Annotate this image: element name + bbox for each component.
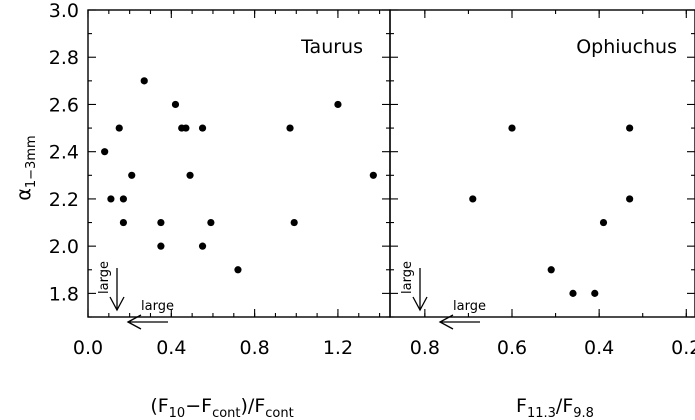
taurus-data-point bbox=[186, 171, 194, 179]
ophiuchus-data-point bbox=[626, 195, 634, 203]
taurus-x-tick-label: 1.2 bbox=[323, 337, 353, 359]
ophiuchus-data-point bbox=[626, 124, 634, 132]
ophiuchus-data-point bbox=[469, 195, 477, 203]
ophiuchus-x-tick-label: 0.6 bbox=[497, 337, 527, 359]
taurus-data-point bbox=[334, 100, 342, 109]
x-axis-title-ophiuchus: F11.3/F9.8 bbox=[516, 395, 594, 420]
taurus-data-point bbox=[290, 218, 298, 227]
ophiuchus-data-point bbox=[569, 289, 577, 297]
taurus-annotation-horizontal-label: large bbox=[141, 299, 174, 314]
taurus-data-point bbox=[171, 100, 180, 109]
taurus-data-point bbox=[157, 218, 165, 227]
panel-ophiuchus-title: Ophiuchus bbox=[576, 36, 677, 58]
ophiuchus-arrow-left-head bbox=[438, 314, 454, 330]
x-axis-title-taurus: (F10−Fcont)/Fcont bbox=[150, 395, 293, 420]
y-tick-label: 2.0 bbox=[49, 236, 79, 258]
taurus-data-point bbox=[119, 195, 128, 203]
taurus-data-point bbox=[198, 242, 207, 250]
panel-taurus-ticks: 0.0 0.4 0.8 1.2 1.8 2.0 2.2 2.4 2.6 2.8 3.0 bbox=[49, 0, 390, 359]
ophiuchus-data-point bbox=[591, 289, 599, 297]
taurus-x-tick-label: 0.0 bbox=[73, 337, 103, 359]
panel-ophiuchus-ticks: 0.8 0.6 0.4 0.2 bbox=[390, 9, 695, 359]
ophiuchus-annotation-vertical-label: large bbox=[400, 261, 415, 294]
ophiuchus-annotation-horizontal: large bbox=[438, 299, 486, 330]
taurus-arrow-down-head bbox=[109, 296, 125, 312]
ophiuchus-annotation-horizontal-label: large bbox=[453, 299, 486, 314]
ophiuchus-x-tick-label: 0.4 bbox=[584, 337, 614, 359]
taurus-data-point bbox=[234, 266, 242, 274]
taurus-annotation-vertical: large bbox=[97, 261, 125, 312]
taurus-data-point bbox=[369, 171, 377, 179]
taurus-data-point bbox=[119, 218, 128, 227]
taurus-data-point bbox=[128, 171, 136, 179]
ophiuchus-x-tick-label: 0.2 bbox=[671, 337, 695, 359]
taurus-data-point bbox=[157, 242, 165, 250]
y-axis-title: α1−3mm bbox=[13, 135, 39, 200]
taurus-data-point bbox=[198, 124, 207, 132]
panel-ophiuchus-points bbox=[469, 124, 634, 297]
taurus-data-point bbox=[182, 124, 190, 132]
taurus-data-point bbox=[101, 148, 109, 156]
ophiuchus-data-point bbox=[599, 218, 608, 227]
taurus-annotation-vertical-label: large bbox=[97, 261, 112, 294]
panel-taurus: Taurus 0.0 0.4 0.8 1.2 1.8 2.0 2.2 2.4 2.6 2.8 3.0… bbox=[49, 0, 391, 359]
ophiuchus-annotation-vertical: large bbox=[400, 261, 428, 312]
taurus-x-tick-label: 0.8 bbox=[240, 337, 270, 359]
y-tick-label: 3.0 bbox=[49, 0, 79, 22]
panel-ophiuchus-frame bbox=[389, 9, 695, 318]
y-axis-title-greek: α bbox=[13, 188, 35, 201]
y-axis-title-sub: 1−3mm bbox=[24, 135, 39, 188]
taurus-data-point bbox=[140, 77, 148, 85]
y-tick-label: 2.8 bbox=[49, 47, 79, 69]
panel-ophiuchus: Ophiuchus 0.8 0.6 0.4 0.2 large large bbox=[389, 9, 695, 359]
taurus-data-point bbox=[115, 124, 123, 132]
taurus-arrow-left-head bbox=[126, 314, 142, 330]
ophiuchus-data-point bbox=[508, 124, 516, 132]
taurus-data-point bbox=[286, 124, 294, 132]
y-tick-label: 2.2 bbox=[49, 189, 79, 211]
y-tick-label: 2.6 bbox=[49, 94, 79, 116]
taurus-data-point bbox=[207, 218, 215, 227]
taurus-data-point bbox=[107, 195, 115, 203]
panel-taurus-title: Taurus bbox=[300, 36, 363, 58]
taurus-x-tick-label: 0.4 bbox=[156, 337, 186, 359]
ophiuchus-arrow-down-head bbox=[412, 296, 428, 312]
taurus-annotation-horizontal: large bbox=[126, 299, 174, 330]
y-tick-label: 2.4 bbox=[49, 142, 79, 164]
y-tick-label: 1.8 bbox=[49, 283, 79, 305]
ophiuchus-data-point bbox=[547, 266, 555, 274]
panel-taurus-points bbox=[101, 77, 377, 274]
ophiuchus-x-tick-label: 0.8 bbox=[410, 337, 440, 359]
